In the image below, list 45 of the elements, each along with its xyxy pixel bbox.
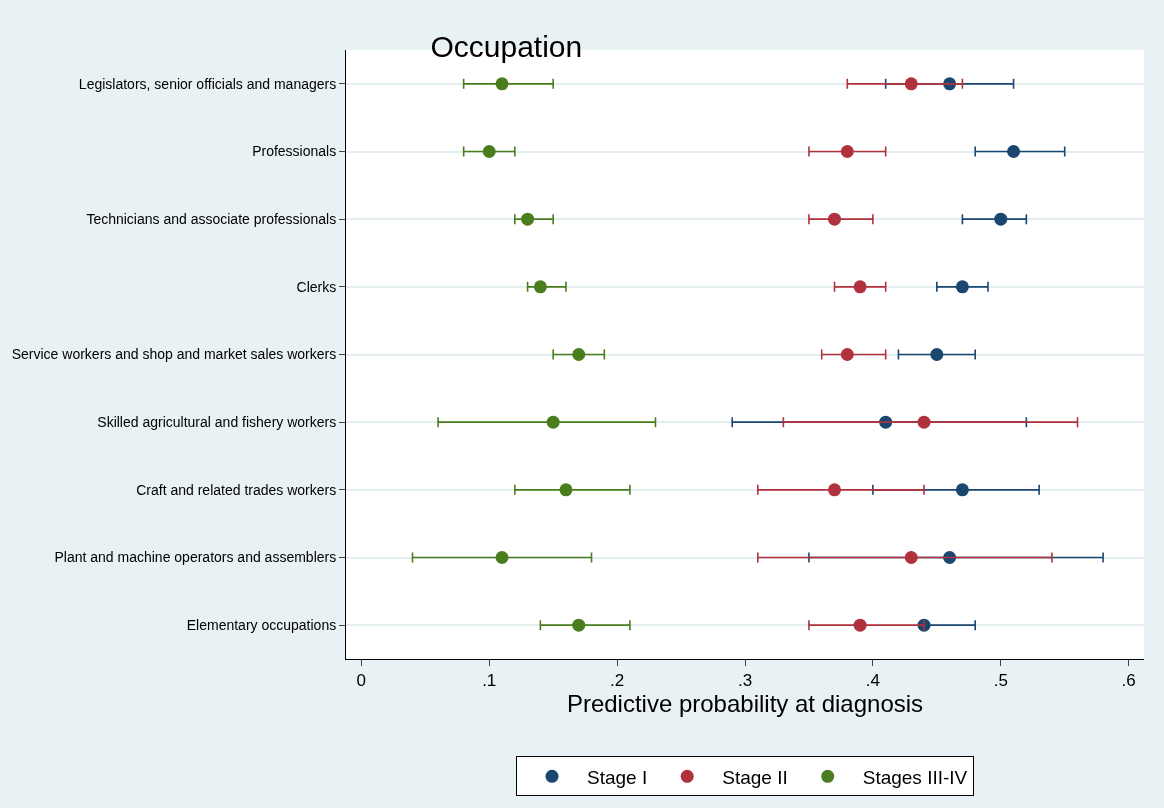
- point: [533, 280, 547, 294]
- x-tick-label: 0: [356, 671, 367, 691]
- legend-label: Stages III-IV: [862, 766, 968, 788]
- x-tick-label: .2: [610, 671, 625, 691]
- point: [572, 348, 586, 361]
- y-tick-label: Clerks: [296, 278, 337, 295]
- point: [495, 77, 509, 91]
- legend-label: Stage I: [587, 766, 648, 788]
- y-tick-label: Skilled agricultural and fishery workers: [97, 414, 337, 431]
- x-tick-label: .6: [1121, 671, 1136, 691]
- y-tick-label: Craft and related trades workers: [136, 481, 337, 498]
- x-axis-title: Predictive probability at diagnosis: [566, 690, 924, 718]
- x-tick-label: .3: [737, 671, 753, 691]
- chart-title: Occupation: [430, 30, 583, 64]
- point: [917, 415, 931, 429]
- x-tick-label: .1: [482, 671, 497, 691]
- point: [955, 483, 969, 497]
- y-tick-label: Professionals: [252, 143, 337, 160]
- point: [828, 212, 842, 226]
- point: [828, 483, 842, 497]
- point: [546, 415, 560, 429]
- point: [1007, 145, 1021, 158]
- point: [955, 280, 969, 294]
- point: [994, 212, 1008, 226]
- point: [930, 348, 944, 361]
- y-tick-label: Plant and machine operators and assemblers: [54, 549, 337, 566]
- point: [559, 483, 573, 497]
- point: [943, 551, 957, 564]
- y-tick-label: Technicians and associate professionals: [86, 211, 337, 228]
- point: [904, 77, 918, 91]
- x-tick-label: .5: [993, 671, 1008, 691]
- point: [840, 348, 854, 361]
- point: [495, 551, 509, 564]
- y-tick-label: Service workers and shop and market sales workers: [11, 346, 337, 363]
- point: [482, 145, 496, 158]
- legend-label: Stage II: [722, 766, 788, 788]
- point: [853, 618, 867, 632]
- point: [904, 551, 918, 564]
- y-tick-label: Legislators, senior officials and managers: [78, 75, 337, 92]
- x-tick-label: .4: [865, 671, 880, 691]
- point: [840, 145, 854, 158]
- point: [572, 618, 586, 632]
- point: [853, 280, 867, 294]
- y-tick-label: Elementary occupations: [186, 617, 337, 634]
- point: [521, 212, 535, 226]
